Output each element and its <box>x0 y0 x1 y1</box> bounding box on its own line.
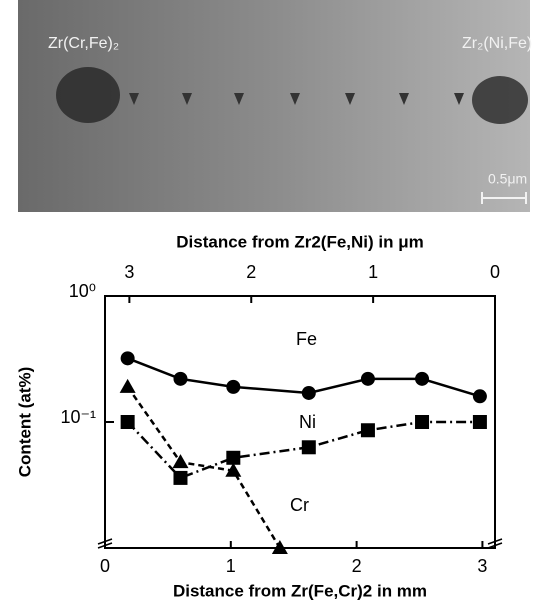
top-tick-label: 0 <box>490 262 500 282</box>
top-tick-label: 2 <box>246 262 256 282</box>
x-tick-label: 1 <box>226 556 236 576</box>
phase-label: Zr(Cr,Fe)₂ <box>48 35 119 52</box>
point <box>226 451 240 465</box>
series-label: Ni <box>299 412 316 432</box>
point <box>226 380 240 394</box>
figure: Zr(Cr,Fe)₂ Zr₂(Ni,Fe) 0.5μm Distance fro… <box>0 0 554 607</box>
series-label: Fe <box>296 329 317 349</box>
x-axis-title: Distance from Zr(Fe,Cr)2 in mm <box>173 581 427 600</box>
chart: Distance from Zr2(Fe,Ni) in μm Content (… <box>15 232 502 600</box>
point <box>415 372 429 386</box>
x-tick-label: 2 <box>352 556 362 576</box>
phase-label: Zr₂(Ni,Fe) <box>462 35 532 52</box>
page: {"micrograph": {"labels": ["Zr(Cr,Fe)₂",… <box>0 0 554 607</box>
top-axis-title: Distance from Zr2(Fe,Ni) in μm <box>176 232 424 251</box>
y-tick-label: 10⁻¹ <box>60 407 96 427</box>
series-label: Cr <box>290 495 309 515</box>
point <box>173 471 187 485</box>
point <box>302 386 316 400</box>
top-tick-label: 3 <box>124 262 134 282</box>
point <box>361 423 375 437</box>
point <box>225 463 241 477</box>
point <box>415 415 429 429</box>
y-tick-label: 10⁰ <box>69 281 96 301</box>
x-tick-label: 3 <box>477 556 487 576</box>
point <box>121 351 135 365</box>
micrograph: Zr(Cr,Fe)₂ Zr₂(Ni,Fe) 0.5μm <box>18 0 532 212</box>
point <box>302 440 316 454</box>
point <box>121 415 135 429</box>
series-line <box>128 387 280 548</box>
point <box>473 389 487 403</box>
top-tick-label: 1 <box>368 262 378 282</box>
x-tick-label: 0 <box>100 556 110 576</box>
point <box>120 379 136 393</box>
point <box>473 415 487 429</box>
point <box>361 372 375 386</box>
point <box>173 372 187 386</box>
y-axis-title: Content (at%) <box>15 367 34 477</box>
scale-bar-label: 0.5μm <box>488 171 527 187</box>
